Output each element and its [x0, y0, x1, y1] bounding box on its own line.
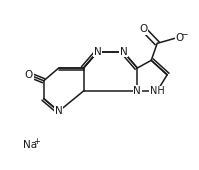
Text: NH: NH: [150, 86, 165, 96]
Text: N: N: [94, 47, 101, 57]
Text: O: O: [139, 24, 147, 34]
Text: N: N: [134, 86, 141, 96]
Text: N: N: [120, 47, 127, 57]
Text: −: −: [180, 30, 188, 38]
Text: +: +: [33, 138, 40, 146]
Text: N: N: [55, 106, 62, 116]
Text: O: O: [25, 70, 33, 80]
Text: Na: Na: [23, 140, 37, 150]
Text: O: O: [175, 33, 183, 43]
